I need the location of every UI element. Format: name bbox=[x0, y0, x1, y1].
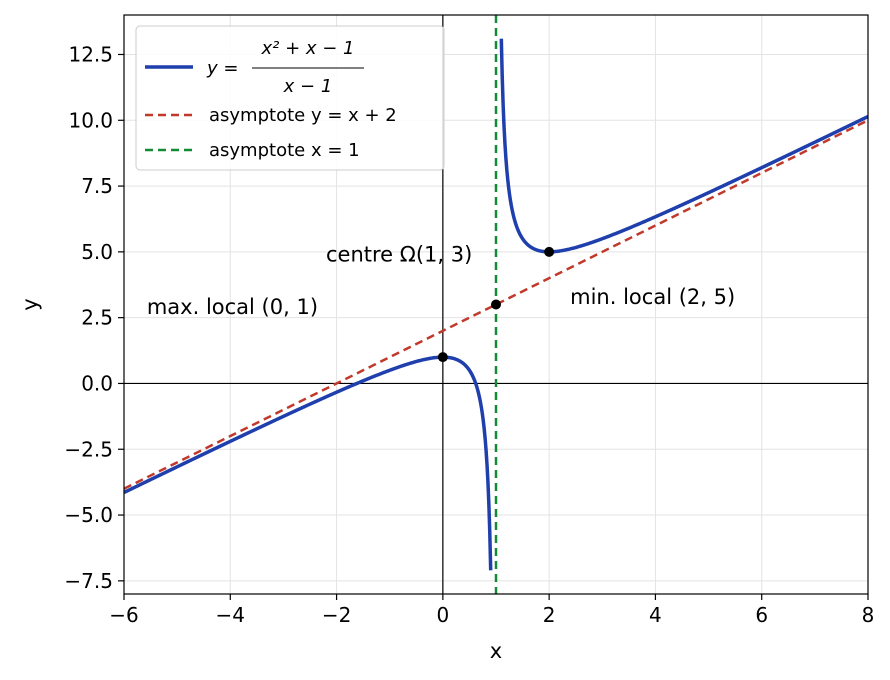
points-layer bbox=[437, 246, 555, 363]
legend-label-curve-numerator: x² + x − 1 bbox=[260, 38, 354, 59]
series-curve-branch-1 bbox=[123, 355, 493, 571]
legend: y = x² + x − 1 x − 1 asymptote y = x + 2… bbox=[135, 25, 445, 171]
annotations: max. local (0, 1) centre Ω(1, 3) min. loca… bbox=[147, 243, 735, 320]
y-tick-label: −2.5 bbox=[64, 437, 113, 461]
y-tick-label: 12.5 bbox=[68, 42, 113, 66]
y-tick-label: 5.0 bbox=[81, 240, 113, 264]
point-annotation: max. local (0, 1) bbox=[147, 295, 318, 319]
x-tick-label: 0 bbox=[436, 603, 449, 627]
y-tick-label: 7.5 bbox=[81, 174, 113, 198]
point-marker bbox=[437, 352, 448, 363]
x-tick-label: −4 bbox=[216, 603, 245, 627]
x-tick-label: −2 bbox=[322, 603, 351, 627]
series-curve-branch-2 bbox=[499, 38, 869, 254]
y-tick-label: 0.0 bbox=[81, 371, 113, 395]
x-tick-label: 8 bbox=[862, 603, 875, 627]
legend-label-oblique-asymptote: asymptote y = x + 2 bbox=[209, 105, 397, 126]
legend-label-curve-prefix: y = bbox=[206, 58, 244, 79]
y-axis-label: y bbox=[18, 298, 42, 310]
ticks: −6 −4 −2 0 2 4 6 8 −7.5 −5.0 −2.5 0.0 2.5 5.0 7.5 10.0 1… bbox=[64, 42, 874, 627]
x-tick-label: 2 bbox=[543, 603, 556, 627]
x-axis-label: x bbox=[490, 639, 502, 663]
point-annotation: min. local (2, 5) bbox=[570, 285, 735, 309]
y-tick-label: −7.5 bbox=[64, 569, 113, 593]
series-oblique-asymptote bbox=[123, 119, 869, 490]
point-marker bbox=[544, 246, 555, 257]
x-tick-label: 6 bbox=[755, 603, 768, 627]
y-tick-label: −5.0 bbox=[64, 503, 113, 527]
legend-label-curve-denominator: x − 1 bbox=[283, 76, 333, 97]
legend-box bbox=[135, 25, 445, 171]
x-tick-label: −6 bbox=[109, 603, 138, 627]
legend-label-vertical-asymptote: asymptote x = 1 bbox=[209, 140, 360, 161]
point-marker bbox=[491, 299, 501, 310]
x-tick-label: 4 bbox=[649, 603, 662, 627]
point-annotation: centre Ω(1, 3) bbox=[326, 243, 472, 267]
y-tick-label: 10.0 bbox=[68, 108, 113, 132]
plot-frame bbox=[123, 14, 869, 595]
y-tick-label: 2.5 bbox=[81, 306, 113, 330]
